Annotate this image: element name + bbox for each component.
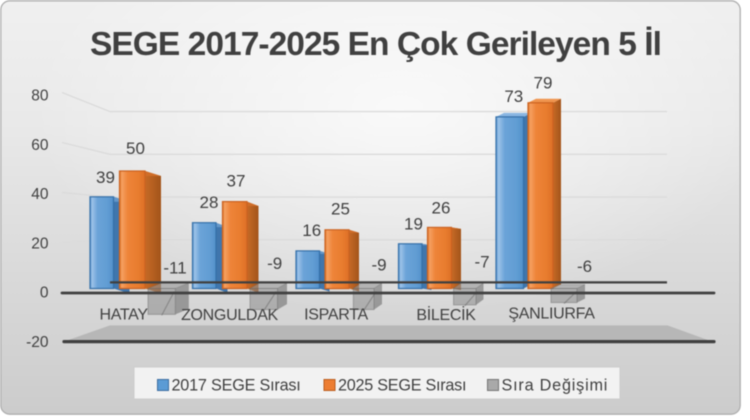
svg-text:26: 26	[432, 199, 451, 218]
svg-text:-9: -9	[267, 254, 282, 273]
svg-text:ISPARTA: ISPARTA	[304, 307, 368, 324]
svg-text:HATAY: HATAY	[99, 307, 148, 324]
svg-text:28: 28	[200, 193, 219, 212]
svg-text:-7: -7	[474, 253, 489, 272]
svg-text:ZONGULDAK: ZONGULDAK	[181, 307, 278, 324]
svg-text:-11: -11	[163, 259, 186, 278]
svg-text:0: 0	[40, 285, 49, 302]
svg-text:40: 40	[31, 186, 49, 203]
svg-text:19: 19	[404, 215, 423, 234]
svg-text:Sıra Değişimi: Sıra Değişimi	[502, 377, 609, 395]
svg-text:-9: -9	[371, 256, 386, 275]
svg-text:39: 39	[96, 168, 115, 187]
svg-text:BİLECİK: BİLECİK	[416, 305, 476, 324]
svg-text:-6: -6	[577, 257, 592, 276]
svg-text:2025 SEGE Sırası: 2025 SEGE Sırası	[338, 377, 466, 395]
svg-text:-20: -20	[26, 334, 49, 351]
svg-text:25: 25	[331, 200, 350, 219]
svg-text:79: 79	[534, 74, 553, 93]
svg-text:ŞANLIURFA: ŞANLIURFA	[508, 306, 595, 323]
svg-text:2017 SEGE Sırası: 2017 SEGE Sırası	[172, 377, 301, 395]
svg-text:80: 80	[31, 88, 49, 105]
svg-text:73: 73	[504, 87, 523, 106]
svg-text:50: 50	[126, 139, 145, 158]
svg-text:20: 20	[31, 235, 49, 252]
svg-text:SEGE 2017-2025 En Çok Gerileye: SEGE 2017-2025 En Çok Gerileyen 5 İl	[90, 26, 661, 63]
svg-text:37: 37	[227, 172, 246, 191]
svg-text:60: 60	[31, 137, 49, 154]
svg-text:16: 16	[302, 221, 321, 240]
